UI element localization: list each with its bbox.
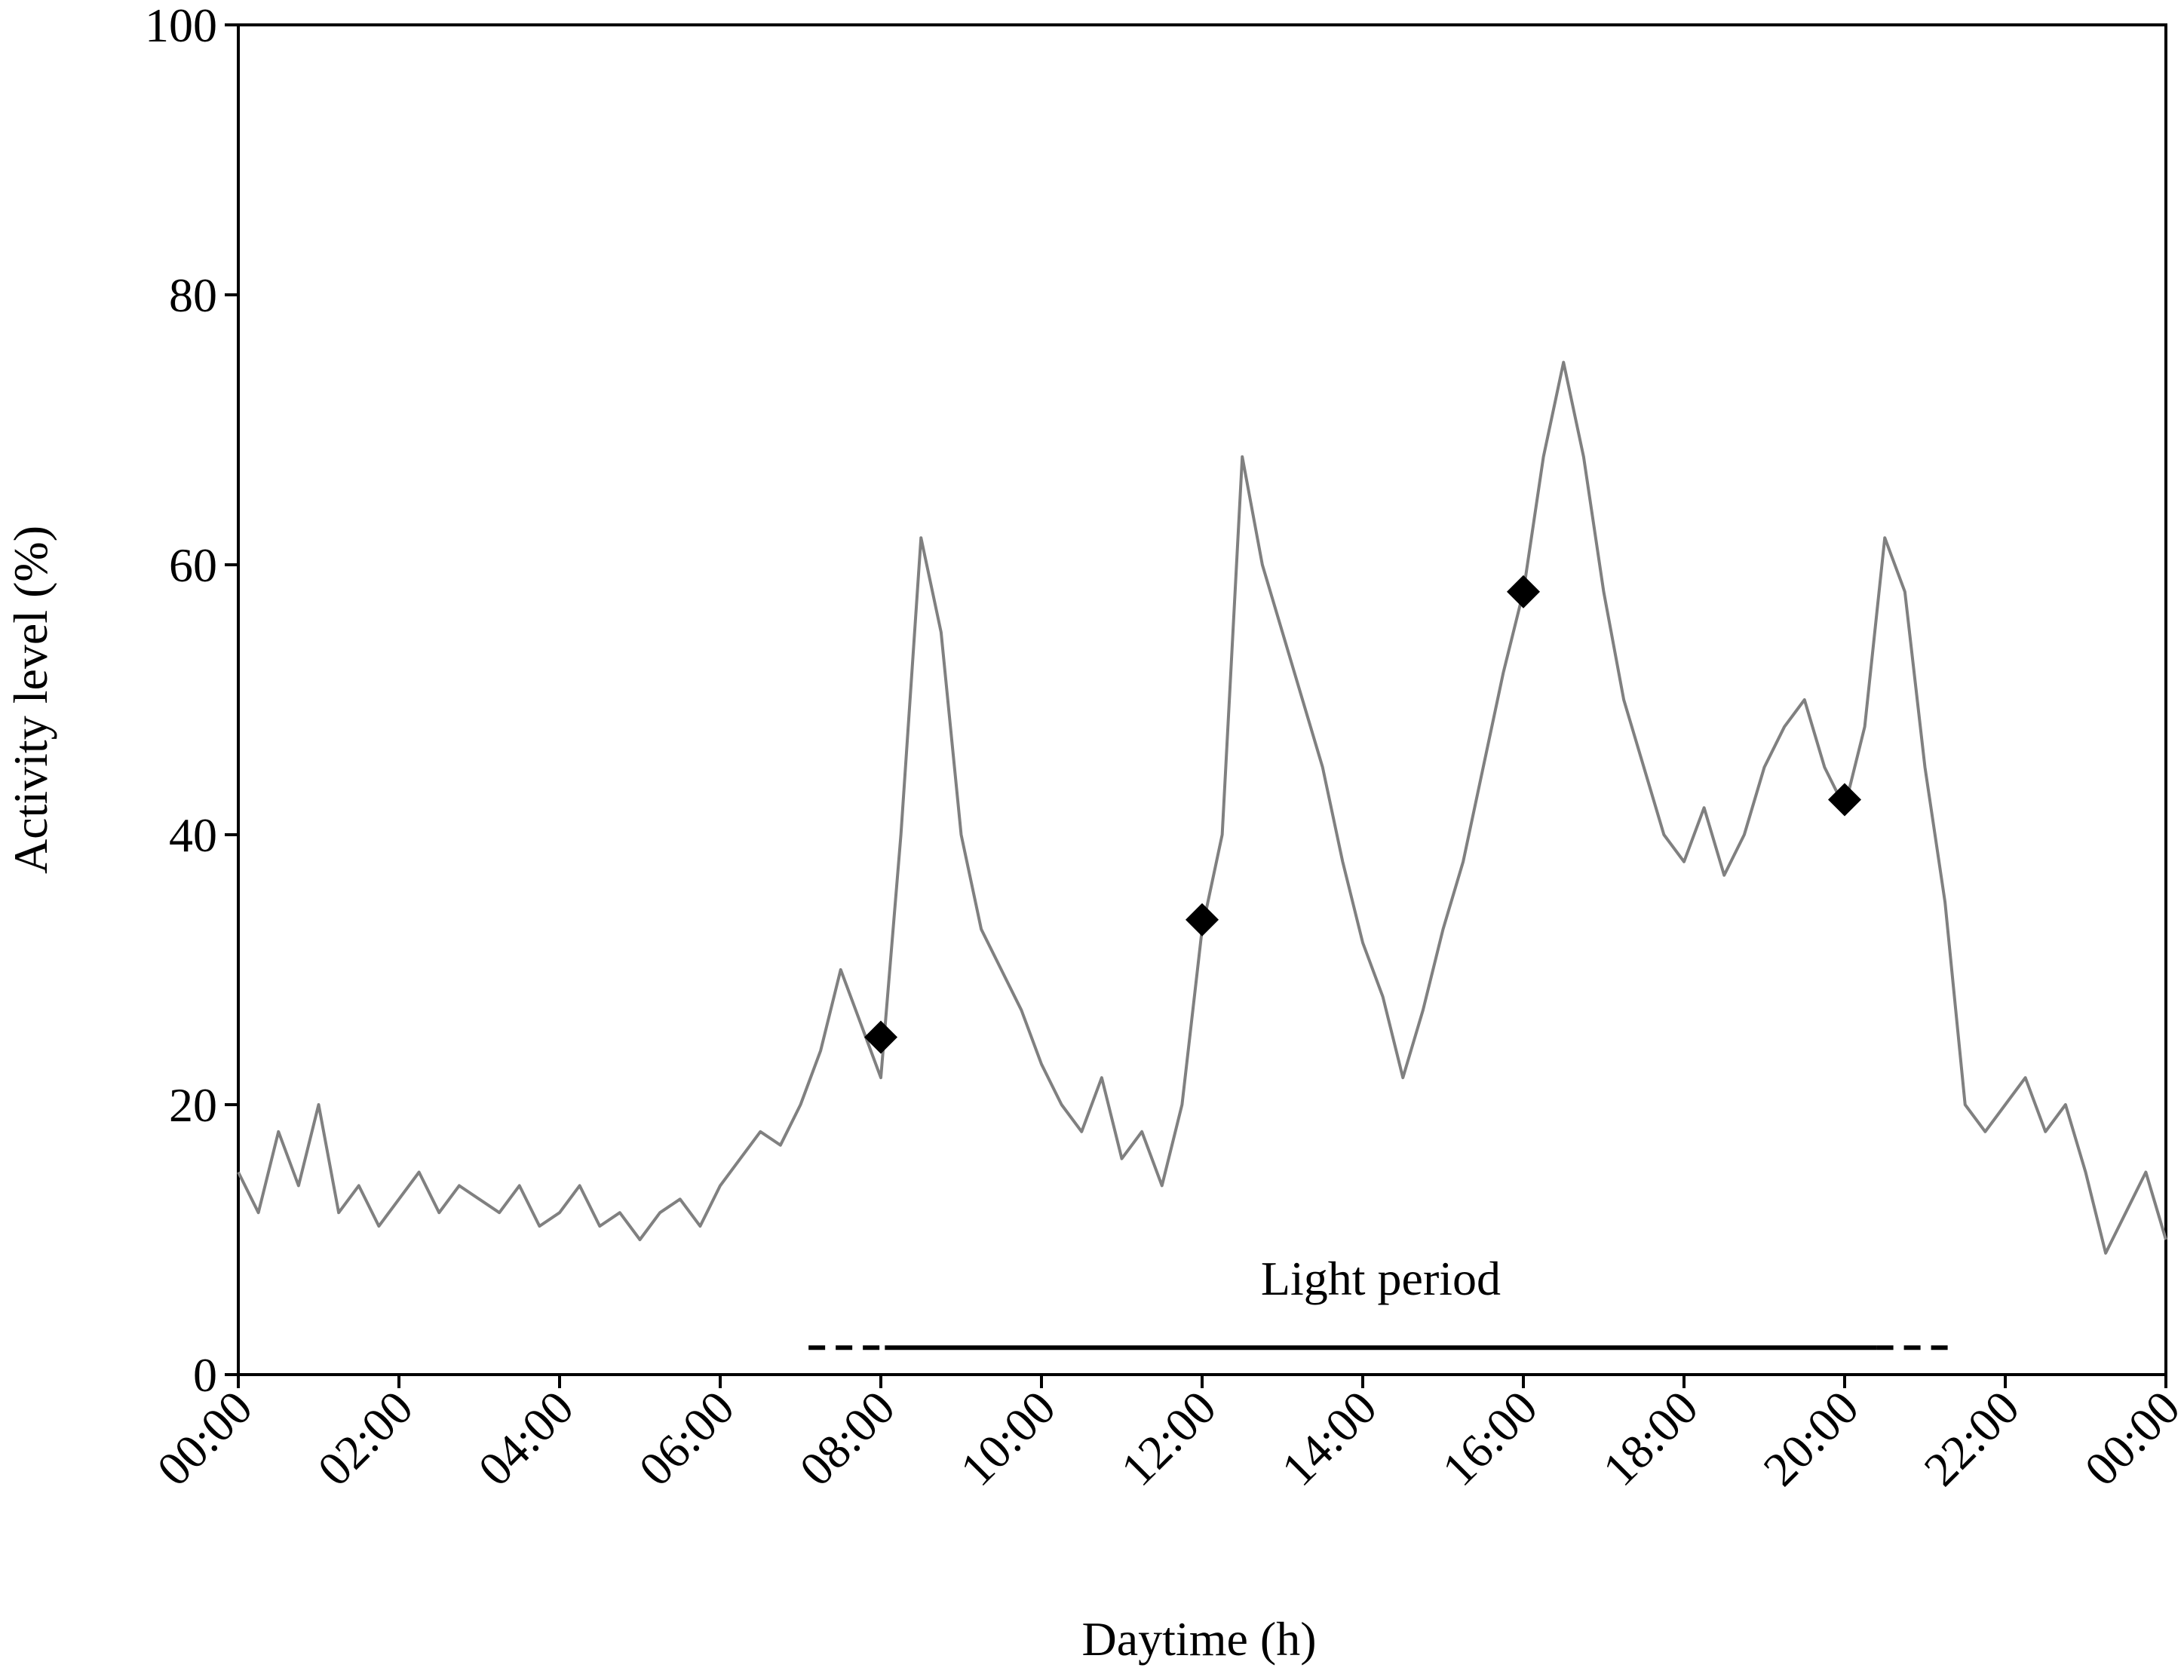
x-tick-label: 04:00 (468, 1381, 584, 1496)
activity-line (237, 360, 2167, 1255)
y-axis-title: Activity level (%) (4, 526, 57, 874)
x-tick-label: 10:00 (950, 1381, 1066, 1496)
x-tick-label: 00:00 (2075, 1381, 2184, 1496)
x-tick-label: 18:00 (1593, 1381, 1708, 1496)
light-period-label: Light period (1261, 1252, 1501, 1305)
y-tick-label: 0 (193, 1348, 217, 1402)
y-tick-label: 40 (169, 808, 217, 862)
y-tick-label: 80 (169, 268, 217, 322)
diamond-marker (1507, 575, 1540, 609)
x-tick-label: 16:00 (1432, 1381, 1548, 1496)
x-tick-label: 08:00 (790, 1381, 905, 1496)
x-axis-title: Daytime (h) (1082, 1612, 1317, 1666)
diamond-marker (864, 1020, 897, 1054)
y-tick-label: 100 (145, 0, 217, 52)
y-tick-label: 60 (169, 538, 217, 592)
x-tick-label: 12:00 (1111, 1381, 1226, 1496)
x-tick-label: 02:00 (308, 1381, 423, 1496)
diamond-marker (1828, 783, 1861, 817)
x-tick-label: 22:00 (1914, 1381, 2029, 1496)
x-tick-label: 06:00 (629, 1381, 744, 1496)
x-tick-label: 20:00 (1753, 1381, 1869, 1496)
y-tick-label: 20 (169, 1078, 217, 1132)
x-tick-label: 14:00 (1271, 1381, 1387, 1496)
diamond-marker (1186, 903, 1219, 937)
plot-frame (237, 23, 2167, 1376)
